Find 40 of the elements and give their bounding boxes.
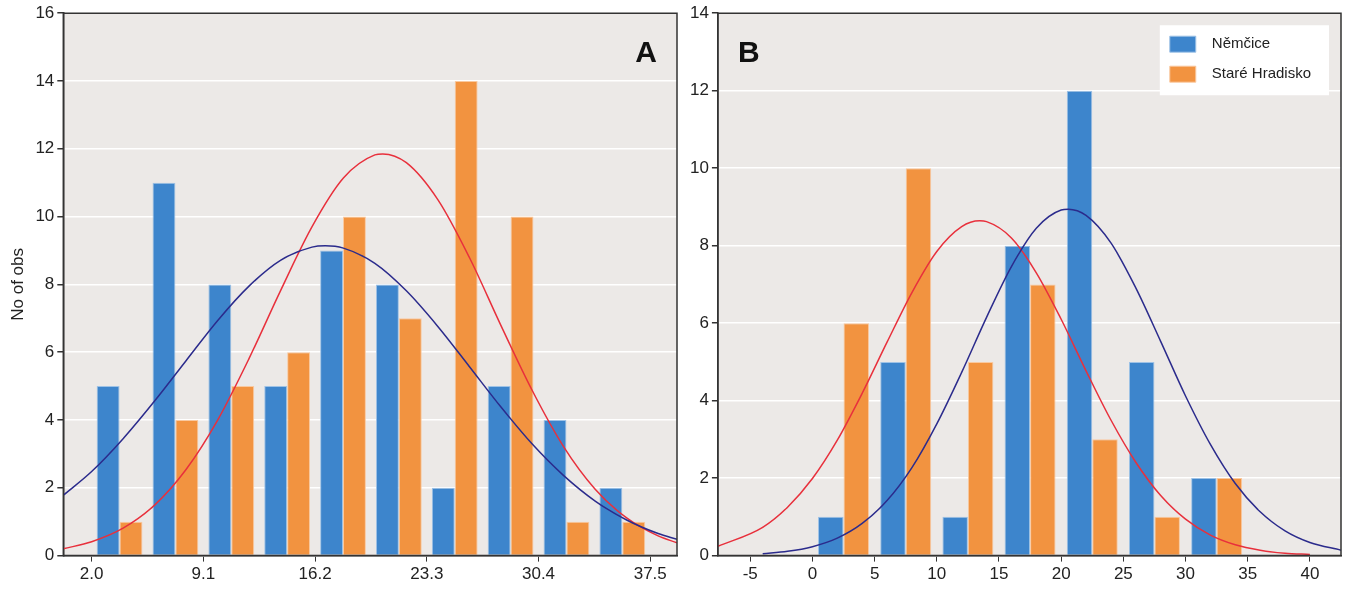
y-tick-label: 12 (35, 138, 55, 158)
line-series (63, 153, 677, 550)
x-tick-label: 35 (1238, 564, 1258, 584)
y-tick-label: 8 (44, 274, 55, 294)
x-tick-label: 15 (989, 564, 1009, 584)
x-tick-label: 5 (869, 564, 880, 584)
annotation: A (635, 35, 657, 69)
x-tick-label: 30.4 (521, 564, 556, 584)
x-tick-label: -5 (742, 564, 758, 584)
x-tick-label: 23.3 (410, 564, 444, 584)
annotation: B (737, 35, 760, 69)
x-tick-label: 20 (1051, 564, 1071, 584)
legend-label: Němčice (1211, 34, 1271, 52)
y-tick-label: 14 (689, 2, 709, 22)
y-tick-label: 10 (35, 206, 55, 226)
y-tick-label: 4 (699, 390, 709, 410)
y-tick-label: 0 (44, 545, 55, 565)
line-series (63, 245, 677, 541)
y-tick-label: 2 (699, 467, 709, 487)
y-tick-label: 4 (44, 409, 55, 429)
y-tick-label: 16 (35, 2, 55, 22)
x-tick-label: 9.1 (191, 564, 216, 584)
x-tick-label: 16.2 (298, 564, 332, 584)
y-tick-label: 14 (35, 70, 55, 90)
y-tick-label: 0 (699, 545, 709, 565)
legend-label: Staré Hradisko (1211, 64, 1312, 82)
y-tick-label: 6 (44, 341, 55, 361)
x-tick-label: 2.0 (79, 564, 104, 584)
x-tick-label: 0 (807, 564, 818, 584)
x-tick-label: 30 (1176, 564, 1195, 584)
y-tick-label: 12 (689, 80, 709, 100)
y-tick-label: 8 (699, 235, 709, 255)
y-axis-title: No of obs (7, 248, 27, 321)
x-tick-label: 37.5 (633, 564, 667, 584)
x-tick-label: 25 (1113, 564, 1133, 584)
y-tick-label: 10 (689, 157, 709, 177)
y-tick-label: 6 (699, 312, 709, 332)
x-tick-label: 10 (927, 564, 947, 584)
y-tick-label: 2 (44, 477, 55, 497)
x-tick-label: 40 (1300, 564, 1320, 584)
